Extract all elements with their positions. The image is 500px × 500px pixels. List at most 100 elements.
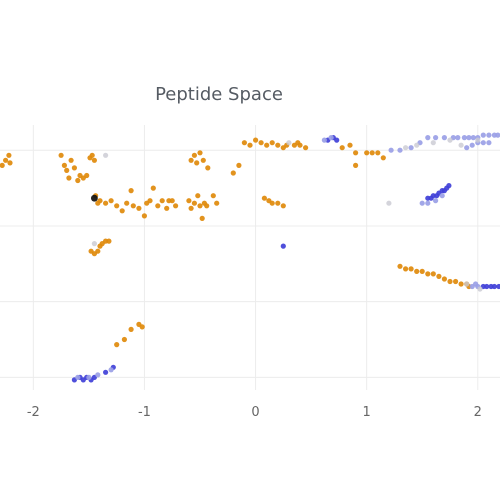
point-orange-55[interactable] <box>236 162 242 168</box>
point-orange-45[interactable] <box>204 203 210 209</box>
point-gray-2[interactable] <box>403 145 409 151</box>
point-orange-5[interactable] <box>61 162 67 168</box>
point-light_blue-26[interactable] <box>433 198 439 204</box>
point-orange-84[interactable] <box>353 162 359 168</box>
point-orange-37[interactable] <box>173 203 179 209</box>
point-orange-16[interactable] <box>91 157 97 163</box>
point-light_blue-16[interactable] <box>486 132 492 138</box>
point-orange-53[interactable] <box>205 165 211 171</box>
point-light_blue-22[interactable] <box>480 140 486 146</box>
point-orange-65[interactable] <box>128 326 134 332</box>
point-orange-87[interactable] <box>375 150 381 156</box>
point-gray-7[interactable] <box>475 137 481 143</box>
point-blue-0[interactable] <box>280 243 286 249</box>
point-gray-0[interactable] <box>103 152 109 158</box>
point-orange-28[interactable] <box>141 213 147 219</box>
point-orange-50[interactable] <box>194 160 200 166</box>
point-orange-25[interactable] <box>128 188 134 194</box>
point-blue-12[interactable] <box>446 183 452 189</box>
point-orange-19[interactable] <box>97 198 103 204</box>
point-light_blue-18[interactable] <box>495 132 500 138</box>
point-orange-97[interactable] <box>414 268 420 274</box>
point-orange-99[interactable] <box>425 271 431 277</box>
data-points[interactable] <box>0 132 500 383</box>
point-orange-34[interactable] <box>164 205 170 211</box>
point-orange-95[interactable] <box>403 266 409 272</box>
point-orange-96[interactable] <box>408 266 414 272</box>
point-orange-30[interactable] <box>147 198 153 204</box>
point-light_blue-31[interactable] <box>75 374 81 380</box>
point-blue-16[interactable] <box>491 283 497 290</box>
point-orange-69[interactable] <box>247 142 253 148</box>
point-orange-67[interactable] <box>139 324 145 330</box>
point-orange-2[interactable] <box>6 152 12 158</box>
point-orange-59[interactable] <box>88 248 94 254</box>
point-orange-73[interactable] <box>269 140 275 146</box>
point-orange-43[interactable] <box>199 215 205 221</box>
point-orange-24[interactable] <box>124 200 130 206</box>
point-orange-85[interactable] <box>364 150 370 156</box>
point-orange-102[interactable] <box>441 276 447 282</box>
point-orange-81[interactable] <box>339 145 345 151</box>
point-light_blue-2[interactable] <box>388 147 394 153</box>
point-gray-10[interactable] <box>386 200 392 206</box>
point-gray-8[interactable] <box>464 281 470 287</box>
point-light_blue-20[interactable] <box>469 142 475 148</box>
point-orange-40[interactable] <box>191 200 197 206</box>
point-orange-94[interactable] <box>397 263 403 269</box>
point-orange-7[interactable] <box>66 175 72 181</box>
point-orange-0[interactable] <box>0 162 5 168</box>
point-light_blue-23[interactable] <box>486 140 492 146</box>
point-orange-103[interactable] <box>447 278 453 285</box>
point-gray-3[interactable] <box>414 142 420 148</box>
point-gray-11[interactable] <box>91 241 97 247</box>
point-light_blue-7[interactable] <box>433 135 439 141</box>
point-light_blue-11[interactable] <box>461 135 467 141</box>
point-orange-82[interactable] <box>347 142 353 148</box>
point-orange-20[interactable] <box>103 200 109 206</box>
point-orange-27[interactable] <box>136 205 142 211</box>
point-orange-79[interactable] <box>297 142 303 148</box>
point-orange-39[interactable] <box>188 205 194 211</box>
point-orange-26[interactable] <box>130 203 136 209</box>
point-orange-92[interactable] <box>275 200 281 206</box>
point-orange-54[interactable] <box>230 170 236 176</box>
point-orange-10[interactable] <box>75 177 81 184</box>
point-gray-4[interactable] <box>430 140 436 146</box>
point-orange-72[interactable] <box>264 142 270 148</box>
point-orange-63[interactable] <box>114 342 120 348</box>
point-light_blue-13[interactable] <box>470 135 476 141</box>
point-light_blue-4[interactable] <box>408 145 414 151</box>
point-orange-51[interactable] <box>197 150 203 156</box>
point-blue-24[interactable] <box>103 369 109 375</box>
point-light_blue-33[interactable] <box>95 372 101 378</box>
point-blue-17[interactable] <box>496 283 500 290</box>
point-light_blue-8[interactable] <box>441 135 447 141</box>
point-light_blue-15[interactable] <box>480 132 486 138</box>
point-gray-6[interactable] <box>458 142 464 148</box>
point-orange-9[interactable] <box>71 165 77 171</box>
point-light_blue-3[interactable] <box>397 147 403 153</box>
point-orange-22[interactable] <box>114 203 120 209</box>
point-orange-13[interactable] <box>84 172 90 179</box>
point-orange-71[interactable] <box>258 140 264 146</box>
point-light_blue-30[interactable] <box>473 281 479 287</box>
point-orange-31[interactable] <box>150 185 156 191</box>
point-light_blue-27[interactable] <box>439 193 445 199</box>
point-orange-98[interactable] <box>419 268 425 274</box>
point-orange-68[interactable] <box>241 140 247 146</box>
point-gray-5[interactable] <box>447 137 453 143</box>
point-light_blue-6[interactable] <box>425 135 431 141</box>
point-orange-3[interactable] <box>7 160 13 166</box>
point-light_blue-25[interactable] <box>425 200 431 206</box>
point-orange-100[interactable] <box>430 271 436 277</box>
point-orange-8[interactable] <box>68 157 74 163</box>
point-gray-1[interactable] <box>286 140 292 146</box>
point-orange-1[interactable] <box>3 157 9 163</box>
point-light_blue-32[interactable] <box>86 374 92 380</box>
point-orange-74[interactable] <box>275 142 281 148</box>
point-orange-33[interactable] <box>159 198 165 204</box>
point-blue-14[interactable] <box>484 283 490 290</box>
point-blue-3[interactable] <box>334 137 340 143</box>
